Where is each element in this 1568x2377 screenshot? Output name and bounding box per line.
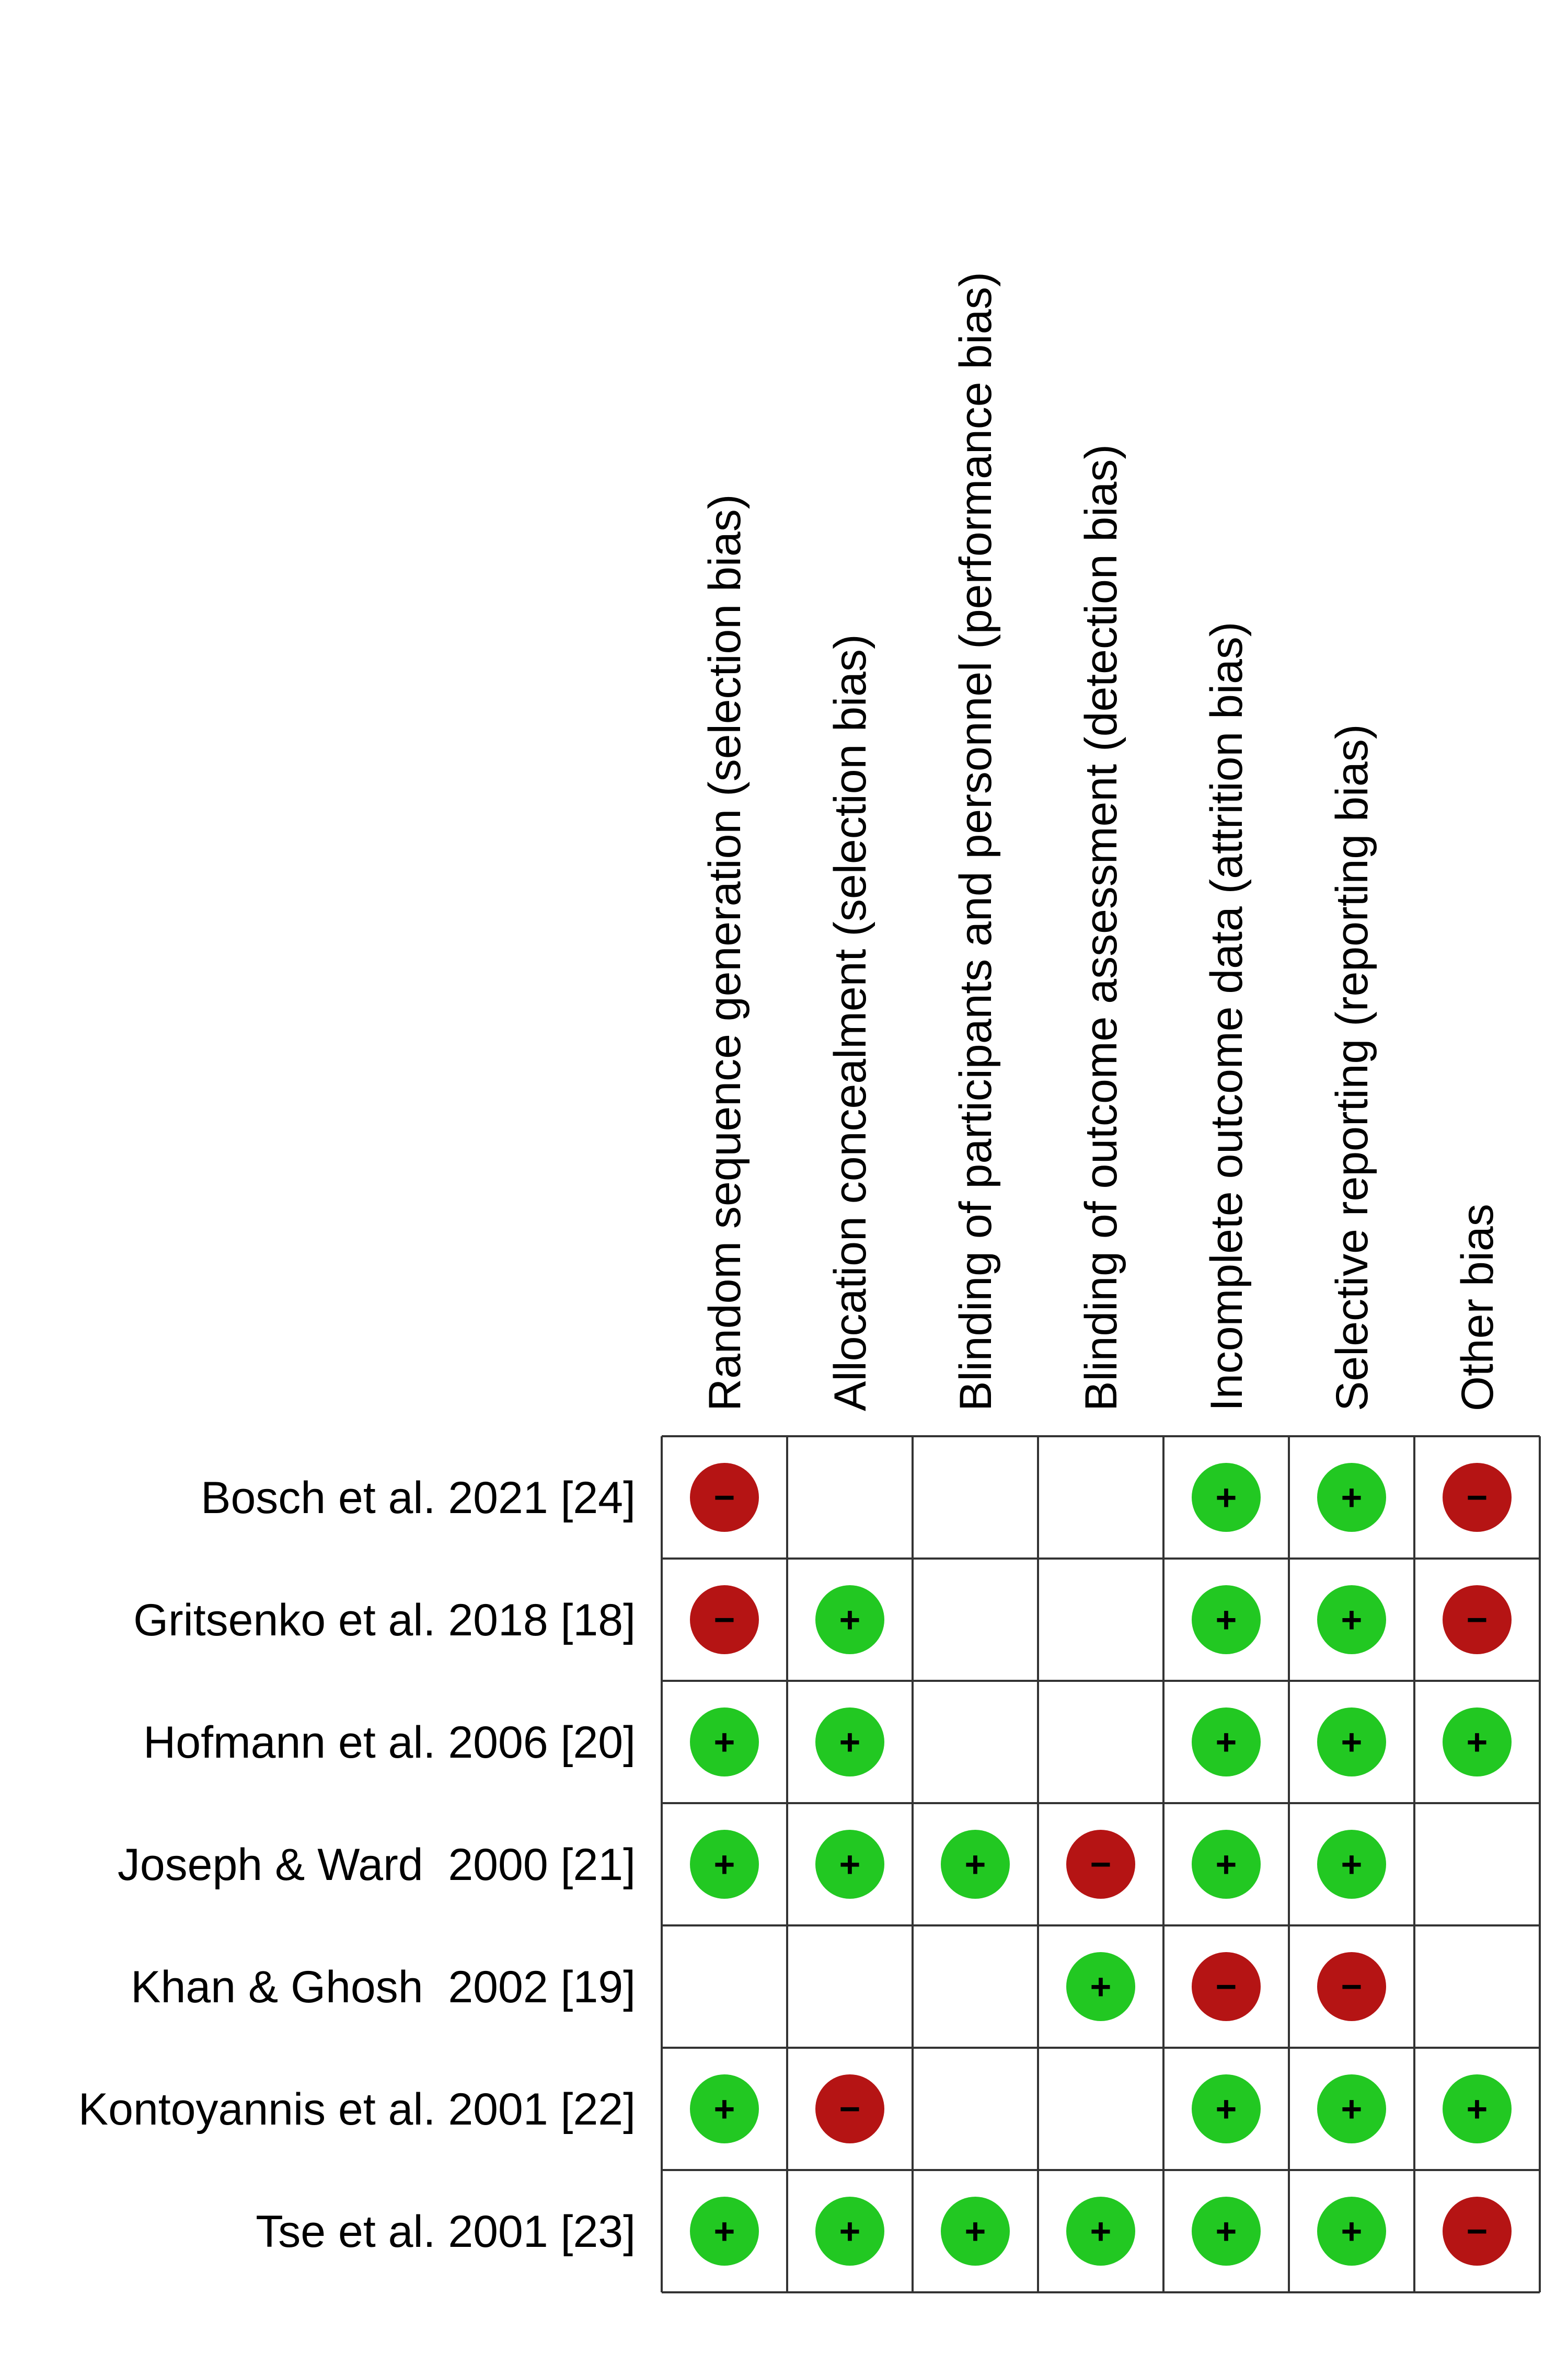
- judgment-dot: [815, 1707, 884, 1776]
- judgment-symbol: +: [1090, 1966, 1112, 2007]
- column-label: Other bias: [1452, 1204, 1503, 1411]
- judgment-symbol: +: [714, 1722, 735, 1762]
- judgment-symbol: +: [1216, 1477, 1237, 1518]
- study-label: Khan & Ghosh 2002 [19]: [131, 1962, 636, 2012]
- judgment-dot: [1317, 1707, 1386, 1776]
- column-label: Allocation concealment (selection bias): [825, 634, 875, 1411]
- judgment-symbol: −: [1341, 1966, 1363, 2007]
- judgment-dot: [1192, 2197, 1261, 2266]
- judgment-dot: [815, 2197, 884, 2266]
- judgment-dot: [690, 1463, 759, 1532]
- judgment-symbol: +: [1341, 1599, 1363, 1640]
- study-label: Tse et al. 2001 [23]: [256, 2207, 636, 2257]
- judgment-dot: [1317, 2074, 1386, 2143]
- judgment-dot: [1066, 1952, 1135, 2021]
- judgment-symbol: +: [1467, 1722, 1488, 1762]
- judgment-symbol: +: [1216, 1722, 1237, 1762]
- judgment-symbol: +: [1216, 1844, 1237, 1885]
- judgment-symbol: +: [839, 1599, 861, 1640]
- judgment-dot: [941, 1830, 1010, 1899]
- judgment-symbol: +: [1090, 2211, 1112, 2252]
- judgment-symbol: +: [965, 1844, 986, 1885]
- judgment-symbol: +: [714, 2088, 735, 2129]
- study-label: Hofmann et al. 2006 [20]: [143, 1717, 636, 1768]
- judgment-symbol: +: [1467, 2088, 1488, 2129]
- judgment-dot: [1192, 2074, 1261, 2143]
- judgment-symbol: +: [1341, 2088, 1363, 2129]
- study-label: Bosch et al. 2021 [24]: [201, 1473, 636, 1523]
- judgment-symbol: +: [714, 1844, 735, 1885]
- column-label: Blinding of participants and personnel (…: [951, 272, 1001, 1411]
- judgment-symbol: −: [839, 2088, 861, 2129]
- judgment-dot: [1317, 2197, 1386, 2266]
- judgment-dot: [1317, 1952, 1386, 2021]
- judgment-symbol: −: [714, 1477, 735, 1518]
- judgment-symbol: +: [1341, 1477, 1363, 1518]
- judgment-dot: [815, 1585, 884, 1654]
- study-label: Gritsenko et al. 2018 [18]: [133, 1595, 636, 1645]
- column-label: Incomplete outcome data (attrition bias): [1202, 621, 1252, 1411]
- judgment-dot: [1192, 1830, 1261, 1899]
- judgment-dot: [1443, 1707, 1512, 1776]
- judgment-dot: [1443, 1463, 1512, 1532]
- judgment-symbol: +: [1216, 2088, 1237, 2129]
- judgment-symbol: −: [714, 1599, 735, 1640]
- column-label: Blinding of outcome assessment (detectio…: [1076, 444, 1126, 1411]
- judgment-dot: [1192, 1463, 1261, 1532]
- judgment-symbol: +: [965, 2211, 986, 2252]
- judgment-dot: [690, 2074, 759, 2143]
- judgment-dot: [1443, 2074, 1512, 2143]
- judgment-symbol: −: [1090, 1844, 1112, 1885]
- judgment-dot: [690, 1585, 759, 1654]
- judgment-dot: [1443, 1585, 1512, 1654]
- judgment-symbol: −: [1467, 1599, 1488, 1640]
- judgment-dot: [690, 2197, 759, 2266]
- study-label: Kontoyannis et al. 2001 [22]: [78, 2084, 636, 2134]
- judgment-symbol: −: [1467, 1477, 1488, 1518]
- judgment-symbol: −: [1216, 1966, 1237, 2007]
- judgment-symbol: +: [714, 2211, 735, 2252]
- judgment-dot: [1317, 1830, 1386, 1899]
- study-label: Joseph & Ward 2000 [21]: [118, 1840, 636, 1890]
- judgment-dot: [1066, 2197, 1135, 2266]
- judgment-dot: [815, 2074, 884, 2143]
- judgment-dot: [1192, 1585, 1261, 1654]
- judgment-dot: [1066, 1830, 1135, 1899]
- column-label: Selective reporting (reporting bias): [1327, 724, 1377, 1411]
- column-label: Random sequence generation (selection bi…: [700, 494, 750, 1411]
- judgment-symbol: +: [1216, 2211, 1237, 2252]
- judgment-dot: [690, 1707, 759, 1776]
- judgment-symbol: −: [1467, 2211, 1488, 2252]
- judgment-symbol: +: [839, 1844, 861, 1885]
- judgment-dot: [1317, 1463, 1386, 1532]
- judgment-symbol: +: [839, 1722, 861, 1762]
- judgment-dot: [941, 2197, 1010, 2266]
- judgment-dot: [1443, 2197, 1512, 2266]
- judgment-dot: [1317, 1585, 1386, 1654]
- judgment-symbol: +: [1341, 1722, 1363, 1762]
- judgment-symbol: +: [839, 2211, 861, 2252]
- judgment-dot: [690, 1830, 759, 1899]
- judgment-symbol: +: [1216, 1599, 1237, 1640]
- judgment-dot: [1192, 1707, 1261, 1776]
- judgment-dot: [1192, 1952, 1261, 2021]
- judgment-symbol: +: [1341, 2211, 1363, 2252]
- judgment-symbol: +: [1341, 1844, 1363, 1885]
- judgment-dot: [815, 1830, 884, 1899]
